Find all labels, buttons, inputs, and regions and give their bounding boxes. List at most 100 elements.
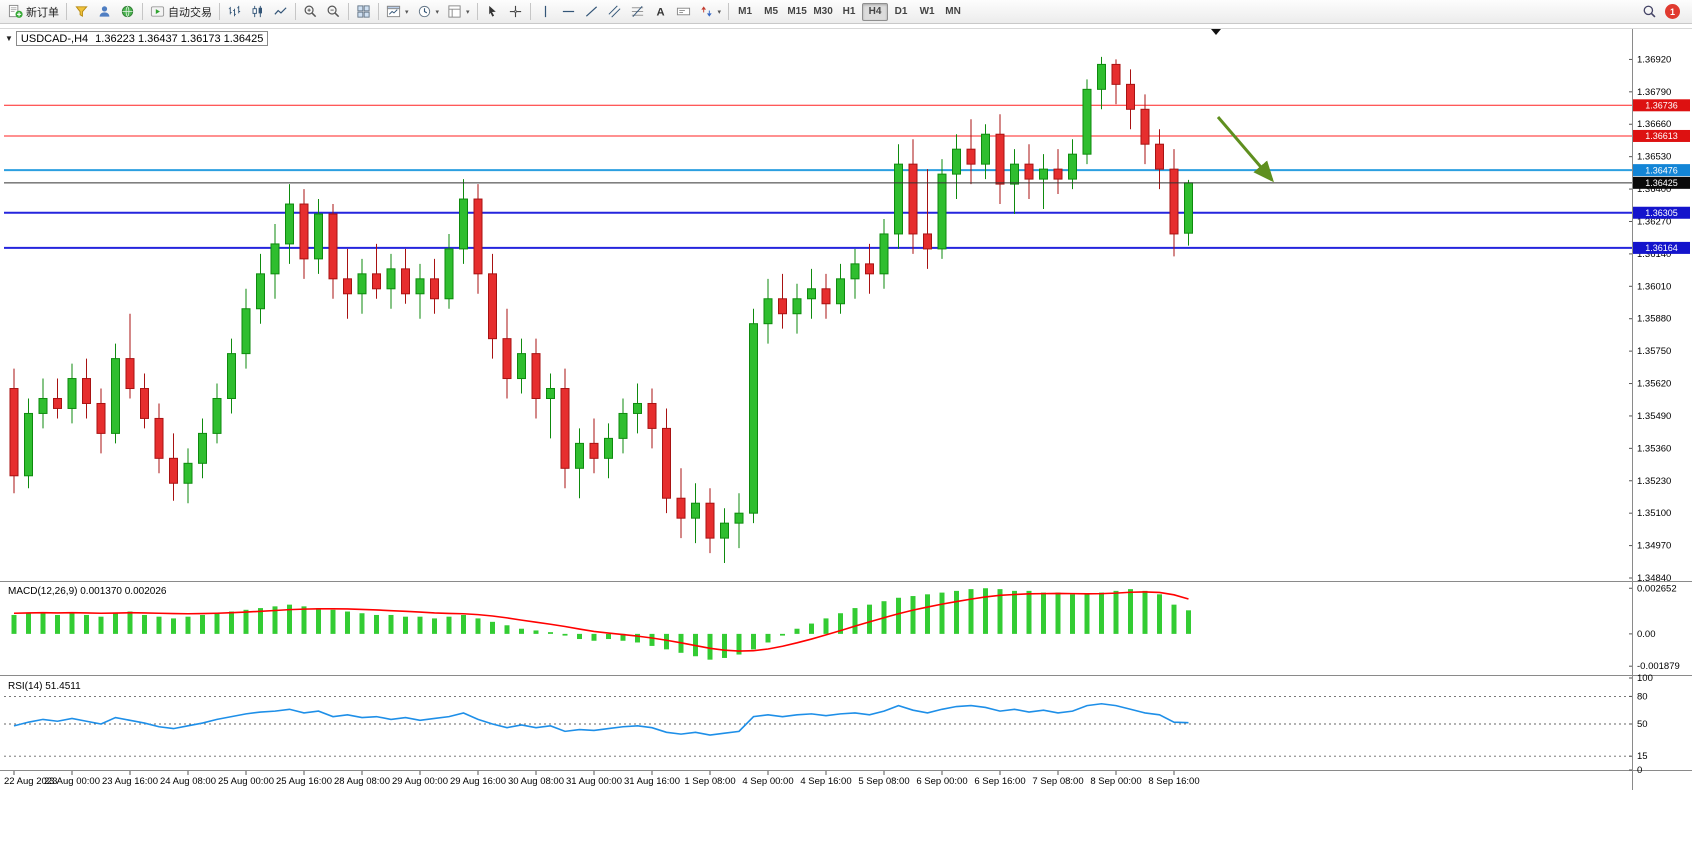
line-chart-button[interactable]	[269, 2, 292, 22]
channel-tool-button[interactable]	[603, 2, 626, 22]
candle-body	[1053, 168, 1063, 180]
timeframe-m5-button[interactable]: M5	[764, 6, 779, 17]
price-axis-label: 1.35100	[1637, 508, 1671, 519]
time-axis-label: 5 Sep 08:00	[858, 776, 909, 787]
bar-chart-button[interactable]	[223, 2, 246, 22]
candle-body	[763, 298, 773, 325]
template-menu-button[interactable]: ▾	[443, 2, 474, 22]
zoom-in-icon	[304, 5, 317, 18]
candle-body	[444, 248, 454, 300]
dropdown-caret-icon: ▾	[466, 8, 470, 16]
zoom-out-button[interactable]	[322, 2, 345, 22]
candle-body	[879, 233, 889, 275]
price-axis-label: 1.36790	[1637, 87, 1671, 98]
chart-shift-marker[interactable]	[1211, 29, 1221, 35]
cursor-tool-button[interactable]	[481, 2, 504, 22]
market-filter-button[interactable]	[70, 2, 93, 22]
timeframe-h4-button[interactable]: H4	[862, 2, 889, 21]
candle-body	[1111, 63, 1121, 85]
timeframe-m1-button[interactable]: M1	[738, 6, 753, 17]
candle-body	[386, 268, 396, 290]
candlestick-chart-button[interactable]	[246, 2, 269, 22]
toolbar-separator	[378, 3, 379, 20]
text-tool-button[interactable]: A	[649, 2, 672, 22]
dropdown-caret-icon: ▾	[717, 8, 722, 16]
rsi-line	[13, 702, 1189, 736]
new-order-icon	[8, 4, 23, 18]
candle-body	[1068, 153, 1077, 180]
clock-icon	[418, 5, 430, 18]
crosshair-icon	[509, 5, 521, 18]
search-button[interactable]	[1638, 2, 1661, 22]
price-axis-label: 1.35230	[1637, 476, 1671, 487]
time-axis-label: 28 Aug 08:00	[334, 776, 390, 787]
time-axis-label: 25 Aug 16:00	[276, 776, 332, 787]
funnel-icon	[75, 6, 88, 18]
time-axis-label: 29 Aug 00:00	[392, 776, 448, 787]
candle-body	[560, 388, 570, 469]
trend-arrow-annotation[interactable]	[1216, 116, 1274, 183]
candle-body	[38, 397, 48, 414]
price-axis-label: 1.35490	[1637, 411, 1671, 422]
zoom-in-button[interactable]	[299, 2, 322, 22]
rsi-axis-label: 50	[1637, 719, 1648, 730]
candle-body	[1082, 88, 1092, 155]
candle-body	[937, 173, 947, 250]
timeframe-m15-button[interactable]: M15	[787, 6, 807, 17]
dropdown-caret-icon: ▾	[405, 8, 409, 16]
candle-body	[604, 437, 613, 459]
price-badge-label: 1.36305	[1645, 208, 1678, 218]
notification-badge[interactable]: 1	[1665, 4, 1680, 19]
time-axis-label: 30 Aug 08:00	[508, 776, 564, 787]
trendline-tool-button[interactable]	[580, 2, 603, 22]
chart-symbol-period: USDCAD-,H4	[20, 32, 89, 45]
candle-body	[357, 273, 367, 295]
vertical-line-tool-button[interactable]	[534, 2, 557, 22]
rsi-axis-label: 0	[1637, 765, 1642, 776]
price-badge-label: 1.36164	[1645, 243, 1678, 253]
period-menu-button[interactable]: ▾	[413, 2, 444, 22]
candle-body	[488, 273, 497, 340]
candle-body	[734, 512, 744, 524]
timeframe-w1-button[interactable]: W1	[919, 6, 935, 17]
tile-windows-icon	[357, 5, 370, 18]
new-chart-button[interactable]: ▾	[382, 2, 413, 22]
community-button[interactable]	[116, 2, 139, 22]
auto-trading-label: 自动交易	[168, 6, 212, 19]
candle-body	[1097, 63, 1106, 90]
price-axis-label: 1.36270	[1637, 216, 1671, 227]
timeframe-d1-button[interactable]: D1	[894, 6, 908, 17]
dropdown-caret-icon: ▾	[435, 8, 440, 16]
candle-body	[1126, 83, 1135, 110]
price-badge-label: 1.36425	[1645, 178, 1678, 188]
candle-body	[647, 402, 657, 429]
new-order-button[interactable]: 新订单	[4, 2, 63, 22]
candle-body	[270, 243, 280, 275]
candle-body	[198, 432, 207, 464]
profile-button[interactable]	[93, 2, 116, 22]
timeframe-h1-button[interactable]: H1	[842, 6, 856, 17]
crosshair-tool-button[interactable]	[504, 2, 527, 22]
arrows-tool-button[interactable]: ▾	[695, 2, 726, 22]
timeframe-mn-button[interactable]: MN	[945, 6, 961, 17]
price-axis-label: 1.36920	[1637, 54, 1671, 65]
tile-windows-button[interactable]	[352, 2, 375, 22]
toolbar-separator	[529, 3, 531, 20]
horizontal-line-tool-button[interactable]	[557, 2, 580, 22]
text-label-tool-button[interactable]	[672, 2, 695, 22]
price-badge	[1633, 176, 1690, 189]
one-click-trading-caret[interactable]: ▼	[5, 34, 13, 43]
price-axis-label: 1.36530	[1637, 152, 1671, 163]
time-axis-label: 23 Aug 16:00	[102, 776, 158, 787]
price-badge-label: 1.36736	[1645, 100, 1678, 110]
time-axis-label: 25 Aug 00:00	[218, 776, 274, 787]
candle-body	[401, 268, 410, 295]
candle-body	[169, 457, 178, 484]
timeframe-m30-button[interactable]: M30	[813, 6, 833, 17]
auto-trading-button[interactable]: 自动交易	[146, 2, 216, 22]
toolbar-separator	[295, 3, 296, 20]
candle-body	[981, 133, 990, 165]
fibonacci-tool-button[interactable]	[626, 2, 649, 22]
candle-body	[821, 288, 831, 305]
